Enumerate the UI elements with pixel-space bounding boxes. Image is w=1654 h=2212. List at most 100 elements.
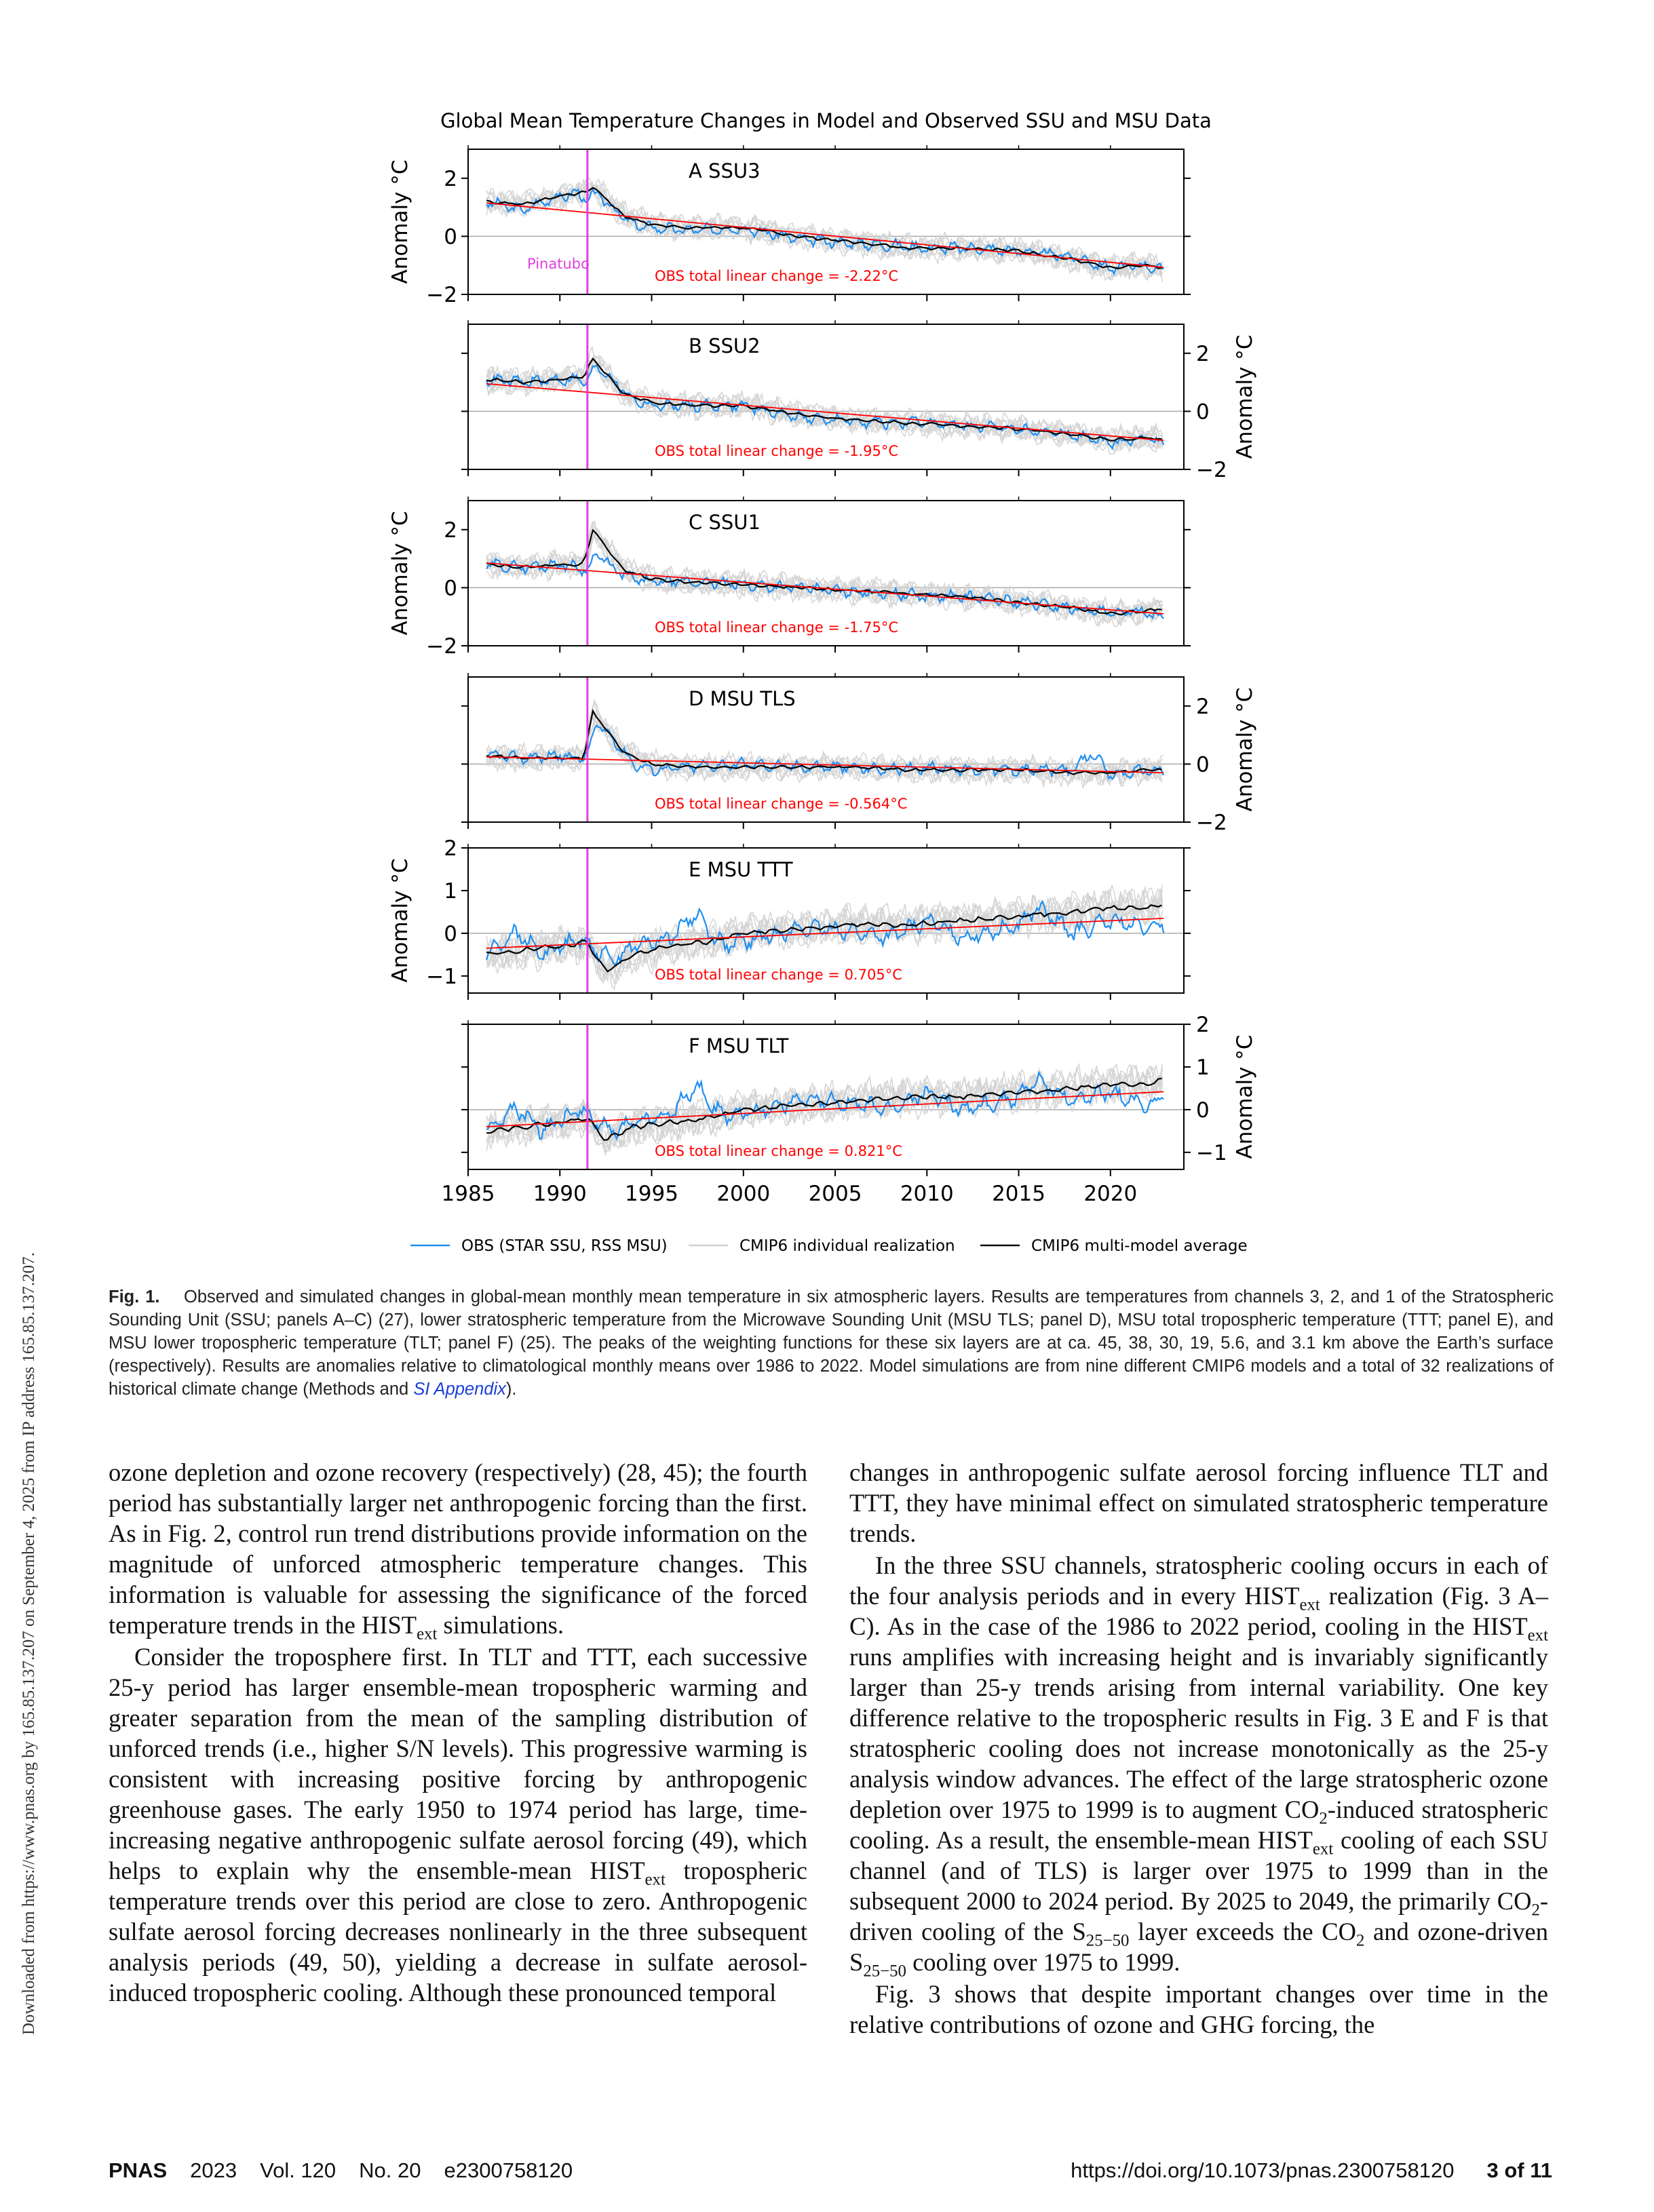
body-column-left: ozone depletion and ozone recovery (resp… bbox=[109, 1457, 807, 2008]
trend-line bbox=[486, 1091, 1164, 1127]
panel-title: C SSU1 bbox=[689, 511, 761, 534]
y-tick-label: 2 bbox=[1196, 1013, 1210, 1037]
paragraph: Fig. 3 shows that despite important chan… bbox=[849, 1980, 1548, 2038]
model-realization-line bbox=[486, 1073, 1163, 1149]
y-tick-label: 2 bbox=[444, 836, 457, 861]
footer-right: https://doi.org/10.1073/pnas.2300758120 3… bbox=[1071, 2158, 1552, 2183]
figure-caption: Fig. 1. Observed and simulated changes i… bbox=[109, 1285, 1554, 1401]
y-tick-label: 2 bbox=[1196, 695, 1210, 719]
panel-title: D MSU TLS bbox=[689, 687, 796, 710]
y-tick-label: 0 bbox=[444, 225, 457, 249]
y-axis-label: Anomaly °C bbox=[1233, 688, 1257, 812]
y-axis-label: Anomaly °C bbox=[1233, 335, 1257, 459]
footer-number: No. 20 bbox=[359, 2158, 421, 2182]
y-tick-label: −2 bbox=[1196, 458, 1227, 482]
x-tick-label: 1995 bbox=[625, 1182, 678, 1206]
panel-title: A SSU3 bbox=[689, 159, 761, 182]
paragraph: Consider the troposphere first. In TLT a… bbox=[109, 1643, 808, 2006]
figure-1: Global Mean Temperature Changes in Model… bbox=[388, 109, 1257, 1255]
trend-annotation: OBS total linear change = -0.564°C bbox=[655, 796, 907, 812]
panel-frame bbox=[467, 847, 1185, 994]
panel-frame bbox=[467, 1024, 1185, 1170]
legend-label: OBS (STAR SSU, RSS MSU) bbox=[461, 1237, 668, 1255]
footer-article-id: e2300758120 bbox=[444, 2158, 573, 2182]
model-mean-line bbox=[486, 357, 1162, 442]
obs-line bbox=[486, 899, 1165, 967]
paragraph: In the three SSU channels, stratospheric… bbox=[849, 1551, 1548, 1981]
plot-area bbox=[468, 176, 1184, 282]
panel-title: B SSU2 bbox=[689, 334, 761, 357]
y-tick-label: −2 bbox=[1196, 811, 1227, 835]
doi-link[interactable]: https://doi.org/10.1073/pnas.2300758120 bbox=[1071, 2158, 1455, 2182]
y-tick-label: −2 bbox=[426, 283, 457, 307]
x-tick-label: 2015 bbox=[992, 1182, 1045, 1206]
model-realization-line bbox=[486, 703, 1163, 780]
y-tick-label: 1 bbox=[444, 879, 457, 904]
obs-line bbox=[486, 188, 1164, 276]
y-tick-label: 0 bbox=[1196, 752, 1210, 777]
model-realization-line bbox=[486, 182, 1163, 282]
y-tick-label: 2 bbox=[1196, 342, 1210, 366]
panel-title: F MSU TLT bbox=[689, 1034, 789, 1058]
y-tick-label: −1 bbox=[1196, 1141, 1227, 1165]
trend-line bbox=[486, 756, 1164, 774]
journal-name: PNAS bbox=[109, 2158, 168, 2182]
model-realization-line bbox=[486, 888, 1163, 984]
panel-frame bbox=[467, 500, 1185, 646]
panel-frame bbox=[467, 324, 1185, 470]
y-tick-label: 0 bbox=[444, 922, 457, 946]
panel-frame bbox=[467, 149, 1185, 295]
footer-volume: Vol. 120 bbox=[260, 2158, 336, 2182]
trend-annotation: OBS total linear change = -2.22°C bbox=[655, 268, 898, 284]
trend-annotation: OBS total linear change = -1.95°C bbox=[655, 443, 898, 459]
si-appendix-link[interactable]: SI Appendix bbox=[413, 1380, 506, 1399]
panel-b: −2 0 2 Anomaly °C B SSU2 OBS total linear cha… bbox=[461, 320, 1257, 482]
model-realization-line bbox=[486, 520, 1163, 619]
x-tick-label: 1985 bbox=[442, 1182, 495, 1206]
panel-d: −2 0 2 Anomaly °C D MSU TLS OBS total linear … bbox=[461, 673, 1257, 835]
body-column-right: changes in anthropogenic sulfate aerosol… bbox=[849, 1457, 1548, 2040]
panel-f: 1985 1990 1995 2000 2005 2010 2015 2020 −1 0 1 2 Ano… bbox=[442, 1013, 1257, 1206]
trend-annotation: OBS total linear change = 0.821°C bbox=[655, 1143, 902, 1159]
x-tick-label: 2020 bbox=[1083, 1182, 1137, 1206]
y-tick-label: 1 bbox=[1196, 1055, 1210, 1080]
paragraph: changes in anthropogenic sulfate aerosol… bbox=[849, 1458, 1548, 1547]
panel-frame bbox=[467, 676, 1185, 823]
model-mean-line bbox=[486, 1077, 1162, 1141]
plot-area bbox=[468, 345, 1184, 455]
y-tick-label: 0 bbox=[1196, 400, 1210, 424]
model-realization-line bbox=[486, 699, 1163, 782]
model-mean-line bbox=[486, 904, 1162, 973]
x-tick-label: 1990 bbox=[533, 1182, 587, 1206]
y-tick-label: 0 bbox=[444, 576, 457, 600]
model-realization-line bbox=[486, 884, 1163, 979]
plot-area bbox=[468, 520, 1184, 627]
plot-area bbox=[468, 1062, 1184, 1156]
y-axis-label: Anomaly °C bbox=[1233, 1035, 1257, 1159]
caption-text: Observed and simulated changes in global… bbox=[109, 1287, 1554, 1399]
y-axis-label: Anomaly °C bbox=[388, 160, 412, 284]
page-number: 3 of 11 bbox=[1486, 2158, 1553, 2182]
legend-label: CMIP6 individual realization bbox=[739, 1237, 955, 1255]
obs-line bbox=[486, 724, 1165, 781]
panel-c: −2 0 2 Anomaly °C C SSU1 OBS total linear cha… bbox=[388, 497, 1191, 659]
paragraph: ozone depletion and ozone recovery (resp… bbox=[109, 1458, 807, 1644]
figure-title: Global Mean Temperature Changes in Model… bbox=[440, 109, 1212, 132]
panel-title: E MSU TTT bbox=[689, 858, 793, 881]
y-axis-label: Anomaly °C bbox=[388, 511, 412, 636]
legend: OBS (STAR SSU, RSS MSU) CMIP6 individual … bbox=[410, 1237, 1248, 1255]
y-tick-label: 2 bbox=[444, 167, 457, 191]
trend-annotation: OBS total linear change = 0.705°C bbox=[655, 967, 902, 983]
trend-line bbox=[486, 383, 1164, 442]
caption-text-end: ). bbox=[505, 1380, 517, 1399]
trend-annotation: OBS total linear change = -1.75°C bbox=[655, 619, 898, 636]
legend-label: CMIP6 multi-model average bbox=[1031, 1237, 1248, 1255]
model-realization-line bbox=[486, 178, 1163, 279]
obs-line bbox=[486, 553, 1164, 620]
x-tick-label: 2010 bbox=[900, 1182, 954, 1206]
download-note-text: Downloaded from https://www.pnas.org by … bbox=[20, 1252, 38, 2035]
footer-left: PNAS 2023 Vol. 120 No. 20 e2300758120 bbox=[109, 2158, 596, 2183]
footer-year: 2023 bbox=[190, 2158, 237, 2182]
trend-line bbox=[486, 917, 1164, 949]
trend-line bbox=[486, 202, 1164, 269]
